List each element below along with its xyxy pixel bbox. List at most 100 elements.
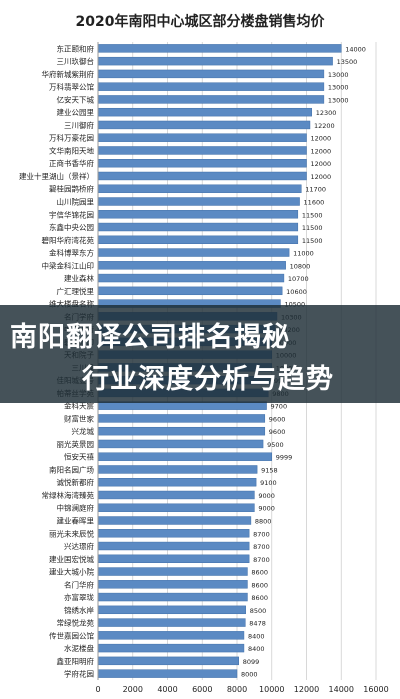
bar: [97, 631, 245, 640]
bar: [97, 592, 248, 602]
x-tick-label: 10000: [259, 685, 284, 694]
x-tick-labels: 0 2000 4000 6000 8000 10000 12000 14000 16000: [95, 685, 388, 694]
bar: [97, 541, 250, 551]
value-label: 12000: [311, 160, 332, 168]
bar: [97, 95, 325, 104]
value-label: 13000: [328, 84, 349, 92]
bar: [97, 210, 299, 219]
category-label: 宇信华锦花园: [49, 209, 94, 219]
bar: [97, 248, 290, 257]
category-label: 建业十里湖山（景祥）: [19, 171, 94, 181]
category-label: 建业森林: [64, 273, 94, 283]
value-label: 8600: [251, 581, 268, 589]
value-label: 10800: [290, 262, 311, 270]
category-label: 丽光英景园: [57, 439, 95, 449]
bar: [97, 44, 342, 53]
value-label: 9999: [276, 454, 293, 462]
value-label: 9700: [271, 403, 288, 411]
bar: [97, 656, 239, 666]
bar: [97, 478, 257, 487]
value-label: 8600: [251, 594, 268, 602]
value-label: 11500: [302, 237, 323, 245]
category-label: 诚悦新都府: [57, 477, 95, 487]
value-label: 9158: [261, 466, 278, 474]
x-tick-label: 12000: [294, 685, 319, 694]
category-label: 传世嘉园公馆: [49, 630, 94, 640]
category-label: 恒安天禧: [64, 452, 94, 462]
value-label: 9500: [267, 441, 284, 449]
category-label: 建业春晖里: [57, 516, 95, 526]
value-label: 11500: [302, 211, 323, 219]
value-label: 10700: [288, 275, 309, 283]
bar: [97, 414, 266, 423]
bar: [97, 184, 302, 193]
category-label: 丽光未来辰悦: [49, 528, 94, 538]
value-label: 10600: [286, 288, 307, 296]
value-label: 9600: [269, 415, 286, 423]
category-label: 广汇理悦里: [57, 286, 95, 296]
category-label: 东鑫中央公园: [49, 222, 94, 232]
category-label: 万科翡翠公馆: [49, 82, 94, 92]
bar: [97, 82, 325, 91]
category-label: 锦绣水岸: [64, 605, 94, 615]
category-label: 常绿悦龙苑: [57, 618, 95, 628]
bar: [97, 69, 325, 79]
value-label: 11600: [304, 199, 325, 207]
value-label: 8800: [255, 518, 272, 526]
bar: [97, 120, 311, 130]
bar: [97, 490, 255, 500]
value-label: 11700: [305, 186, 326, 194]
bar: [97, 669, 238, 678]
category-label: 学府花园: [64, 669, 94, 679]
category-label: 水泥楼盘: [64, 643, 94, 653]
category-label: 财富世家: [64, 413, 94, 423]
value-label: 13000: [328, 96, 349, 104]
bar: [97, 197, 300, 206]
value-label: 12000: [311, 135, 332, 143]
overlay-banner: 南阳翻译公司排名揭秘 行业深度分析与趋势: [0, 305, 400, 403]
bar: [97, 286, 283, 296]
value-label: 12200: [314, 122, 335, 130]
bar: [97, 605, 246, 615]
bar: [97, 554, 250, 563]
bar: [97, 146, 307, 155]
category-label: 名门华府: [64, 579, 94, 589]
category-label: 兴龙城: [72, 426, 95, 436]
x-tick-label: 2000: [123, 685, 143, 694]
bar: [97, 439, 264, 449]
banner-line-2: 行业深度分析与趋势: [82, 364, 334, 395]
value-label: 12000: [311, 147, 332, 155]
value-label: 13000: [328, 71, 349, 79]
value-label: 9000: [258, 505, 275, 513]
value-label: 8700: [253, 543, 270, 551]
x-tick-label: 16000: [363, 685, 388, 694]
value-label: 13500: [337, 58, 358, 66]
bar: [97, 222, 299, 232]
bar: [97, 56, 333, 66]
bar: [97, 567, 248, 576]
bar: [97, 107, 312, 117]
bar: [97, 529, 250, 538]
bar: [97, 261, 286, 270]
value-label: 8500: [250, 607, 267, 615]
category-label: 华府新城紫荆府: [42, 69, 95, 79]
bar: [97, 235, 299, 244]
category-label: 东正颐和府: [57, 43, 95, 53]
bar: [97, 618, 246, 627]
category-label: 文华南阳天地: [49, 145, 94, 155]
value-label: 11000: [293, 250, 314, 258]
category-label: 建业公园里: [57, 107, 95, 117]
x-tick-label: 4000: [157, 685, 177, 694]
category-label: 万科万豪花园: [49, 133, 94, 143]
bar: [97, 171, 307, 181]
value-label: 9100: [260, 479, 277, 487]
banner-line-1: 南阳翻译公司排名揭秘: [10, 322, 290, 353]
category-label: 鑫亚阳明府: [57, 656, 95, 666]
bar: [97, 503, 255, 512]
x-tick-label: 8000: [227, 685, 247, 694]
x-tick-label: 14000: [329, 685, 354, 694]
x-tick-label: 0: [95, 685, 100, 694]
value-label: 8099: [243, 658, 260, 666]
x-tick-label: 6000: [192, 685, 212, 694]
value-label: 14000: [345, 45, 366, 53]
